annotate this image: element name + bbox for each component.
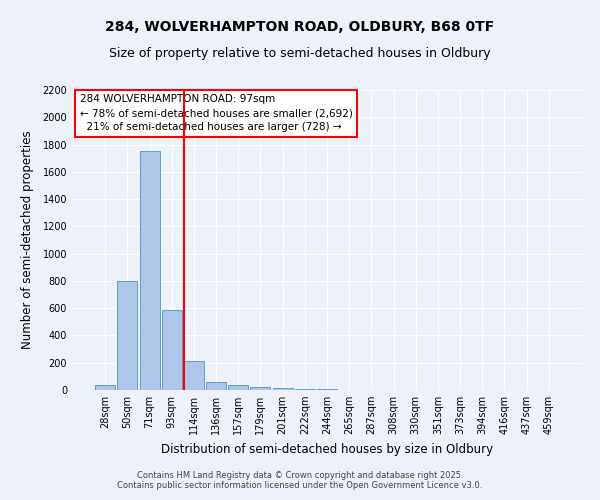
Bar [250, 388, 271, 390]
Text: 284 WOLVERHAMPTON ROAD: 97sqm
← 78% of semi-detached houses are smaller (2,692)
: 284 WOLVERHAMPTON ROAD: 97sqm ← 78% of s… [80, 94, 353, 132]
Bar [95, 384, 115, 390]
Bar [295, 389, 315, 390]
Y-axis label: Number of semi-detached properties: Number of semi-detached properties [21, 130, 34, 350]
Text: Contains HM Land Registry data © Crown copyright and database right 2025.
Contai: Contains HM Land Registry data © Crown c… [118, 470, 482, 490]
Bar [206, 382, 226, 390]
Bar [140, 152, 160, 390]
Bar [184, 362, 204, 390]
Bar [272, 388, 293, 390]
Bar [118, 281, 137, 390]
Bar [228, 384, 248, 390]
X-axis label: Distribution of semi-detached houses by size in Oldbury: Distribution of semi-detached houses by … [161, 442, 493, 456]
Text: 284, WOLVERHAMPTON ROAD, OLDBURY, B68 0TF: 284, WOLVERHAMPTON ROAD, OLDBURY, B68 0T… [106, 20, 494, 34]
Text: Size of property relative to semi-detached houses in Oldbury: Size of property relative to semi-detach… [109, 48, 491, 60]
Bar [162, 310, 182, 390]
